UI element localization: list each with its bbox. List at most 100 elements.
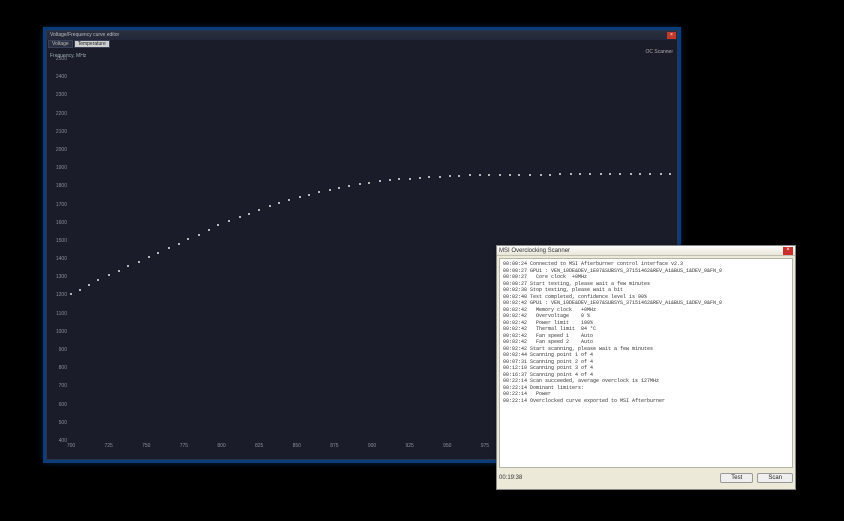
- curve-point[interactable]: [609, 173, 611, 175]
- x-tick: 700: [67, 443, 75, 449]
- curve-point[interactable]: [630, 173, 632, 175]
- y-tick: 600: [49, 402, 67, 408]
- y-tick: 1700: [49, 202, 67, 208]
- curve-point[interactable]: [299, 196, 301, 198]
- curve-point[interactable]: [148, 256, 150, 258]
- curve-point[interactable]: [499, 174, 501, 176]
- curve-tabs: Voltage Temperature: [47, 40, 677, 48]
- y-tick: 700: [49, 383, 67, 389]
- y-tick: 2500: [49, 56, 67, 62]
- curve-point[interactable]: [208, 229, 210, 231]
- tab-temperature[interactable]: Temperature: [74, 40, 110, 48]
- curve-point[interactable]: [458, 175, 460, 177]
- y-tick: 500: [49, 420, 67, 426]
- close-icon[interactable]: ×: [667, 32, 676, 39]
- curve-point[interactable]: [70, 293, 72, 295]
- curve-point[interactable]: [619, 173, 621, 175]
- curve-point[interactable]: [409, 178, 411, 180]
- curve-point[interactable]: [439, 176, 441, 178]
- y-tick: 1800: [49, 183, 67, 189]
- curve-point[interactable]: [239, 216, 241, 218]
- curve-point[interactable]: [318, 191, 320, 193]
- test-button[interactable]: Test: [720, 473, 753, 483]
- curve-point[interactable]: [428, 176, 430, 178]
- curve-point[interactable]: [348, 185, 350, 187]
- y-tick: 1900: [49, 165, 67, 171]
- curve-point[interactable]: [649, 173, 651, 175]
- curve-point[interactable]: [138, 261, 140, 263]
- curve-point[interactable]: [198, 234, 200, 236]
- curve-point[interactable]: [488, 174, 490, 176]
- y-tick: 1500: [49, 238, 67, 244]
- curve-point[interactable]: [178, 243, 180, 245]
- timer: 00:19:38: [499, 475, 522, 481]
- y-tick: 1300: [49, 274, 67, 280]
- y-tick: 800: [49, 365, 67, 371]
- curve-point[interactable]: [479, 174, 481, 176]
- curve-point[interactable]: [127, 265, 129, 267]
- tab-voltage[interactable]: Voltage: [48, 40, 73, 48]
- curve-point[interactable]: [469, 174, 471, 176]
- scanner-titlebar[interactable]: MSI Overclocking Scanner ×: [497, 246, 795, 256]
- curve-point[interactable]: [258, 209, 260, 211]
- curve-point[interactable]: [379, 180, 381, 182]
- x-tick: 725: [104, 443, 112, 449]
- curve-editor-title: Voltage/Frequency curve editor: [50, 31, 119, 40]
- curve-point[interactable]: [88, 284, 90, 286]
- x-tick: 950: [443, 443, 451, 449]
- curve-point[interactable]: [217, 224, 219, 226]
- curve-point[interactable]: [509, 174, 511, 176]
- curve-point[interactable]: [600, 173, 602, 175]
- x-tick: 800: [217, 443, 225, 449]
- curve-point[interactable]: [228, 220, 230, 222]
- close-icon[interactable]: ×: [783, 247, 793, 255]
- curve-point[interactable]: [118, 270, 120, 272]
- y-tick: 2400: [49, 74, 67, 80]
- curve-point[interactable]: [168, 247, 170, 249]
- y-tick: 1100: [49, 311, 67, 317]
- oc-scanner-link[interactable]: OC Scanner: [645, 49, 673, 55]
- x-tick: 850: [293, 443, 301, 449]
- scanner-bottom-bar: 00:19:38 Test Scan: [497, 470, 795, 486]
- curve-point[interactable]: [449, 175, 451, 177]
- curve-point[interactable]: [419, 177, 421, 179]
- curve-point[interactable]: [368, 182, 370, 184]
- curve-point[interactable]: [589, 173, 591, 175]
- curve-point[interactable]: [338, 187, 340, 189]
- scanner-window: MSI Overclocking Scanner × 00:00:24 Conn…: [496, 245, 796, 490]
- curve-point[interactable]: [389, 179, 391, 181]
- curve-point[interactable]: [288, 199, 290, 201]
- curve-point[interactable]: [187, 238, 189, 240]
- curve-point[interactable]: [269, 205, 271, 207]
- curve-point[interactable]: [570, 173, 572, 175]
- curve-point[interactable]: [359, 183, 361, 185]
- curve-point[interactable]: [549, 174, 551, 176]
- x-tick: 900: [368, 443, 376, 449]
- scan-button[interactable]: Scan: [757, 473, 793, 483]
- curve-point[interactable]: [398, 178, 400, 180]
- x-tick: 775: [180, 443, 188, 449]
- curve-point[interactable]: [579, 173, 581, 175]
- scanner-title: MSI Overclocking Scanner: [499, 248, 570, 254]
- curve-point[interactable]: [329, 189, 331, 191]
- x-tick: 825: [255, 443, 263, 449]
- curve-point[interactable]: [518, 174, 520, 176]
- curve-point[interactable]: [529, 174, 531, 176]
- y-tick: 2300: [49, 92, 67, 98]
- curve-point[interactable]: [248, 213, 250, 215]
- curve-point[interactable]: [157, 252, 159, 254]
- curve-point[interactable]: [660, 173, 662, 175]
- scanner-log: 00:00:24 Connected to MSI Afterburner co…: [499, 258, 793, 468]
- curve-point[interactable]: [278, 202, 280, 204]
- curve-point[interactable]: [540, 174, 542, 176]
- curve-editor-titlebar[interactable]: Voltage/Frequency curve editor ×: [47, 31, 677, 40]
- curve-point[interactable]: [639, 173, 641, 175]
- curve-point[interactable]: [669, 173, 671, 175]
- y-tick: 1400: [49, 256, 67, 262]
- curve-point[interactable]: [308, 194, 310, 196]
- curve-point[interactable]: [108, 274, 110, 276]
- curve-point[interactable]: [559, 173, 561, 175]
- curve-point[interactable]: [79, 289, 81, 291]
- y-tick: 1000: [49, 329, 67, 335]
- curve-point[interactable]: [97, 279, 99, 281]
